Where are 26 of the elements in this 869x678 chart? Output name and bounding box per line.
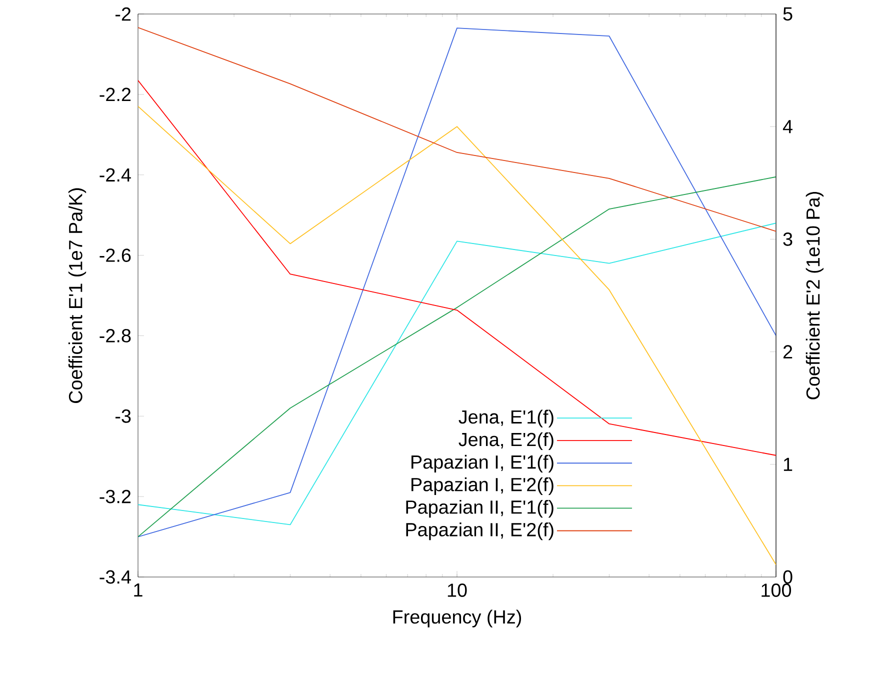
x-axis-title: Frequency (Hz) [393, 610, 522, 628]
y-tick-label: -2.4 [100, 168, 131, 182]
legend-label: Jena, E'2(f) [458, 432, 554, 450]
y2-axis-title: Coefficient E'2 (1e10 Pa) [806, 192, 824, 400]
x-tick-label: 10 [448, 584, 467, 597]
y2-tick-label: 3 [783, 232, 792, 246]
y-tick-label: -2.6 [100, 248, 131, 262]
y2-tick-label: 0 [783, 570, 792, 584]
y-tick-label: -2.8 [100, 329, 131, 342]
legend-label: Jena, E'1(f) [458, 410, 554, 428]
y2-tick-label: 4 [782, 120, 792, 134]
y-tick-label: -3.4 [100, 570, 131, 584]
y-tick-label: -3.2 [100, 490, 131, 504]
legend-label: Papazian I, E'2(f) [412, 477, 554, 496]
y2-tick-label: 2 [783, 345, 792, 358]
y-tick-label: -2.2 [100, 88, 131, 102]
legend-label: Papazian I, E'1(f) [412, 454, 554, 472]
y-tick-label: -3 [116, 409, 131, 423]
y2-tick-label: 1 [784, 458, 792, 471]
x-tick-label: 1 [134, 584, 142, 597]
legend-label: Papazian II, E'2(f) [406, 522, 554, 540]
y-tick-label: -2 [116, 7, 131, 21]
y-axis-title: Coefficient E'1 (1e7 Pa/K) [68, 188, 86, 403]
x-tick-label: 100 [762, 584, 792, 597]
y2-tick-label: 5 [783, 7, 792, 21]
legend-label: Papazian II, E'1(f) [406, 500, 554, 518]
